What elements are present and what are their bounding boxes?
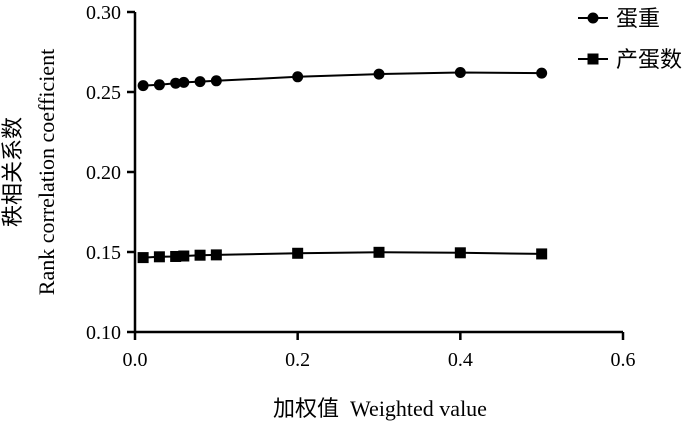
y-tick-label: 0.20 bbox=[86, 162, 121, 184]
series-lines bbox=[143, 71, 542, 259]
series-line-1 bbox=[143, 71, 542, 87]
data-point-egg-number bbox=[536, 248, 548, 260]
y-axis-title-en: Rank correlation coefficient bbox=[34, 49, 59, 295]
x-tick-label: 0.0 bbox=[123, 349, 148, 371]
data-point-egg-number bbox=[178, 250, 190, 262]
data-point-egg-number bbox=[194, 249, 206, 261]
series-markers bbox=[137, 66, 548, 264]
legend-marker-circle bbox=[587, 12, 599, 24]
y-tick-label: 0.15 bbox=[86, 242, 121, 264]
data-point-egg-weight bbox=[292, 71, 304, 83]
data-point-egg-number bbox=[454, 247, 466, 259]
series-line-2 bbox=[143, 251, 542, 259]
x-tick-label: 0.4 bbox=[448, 349, 473, 371]
y-tick-label: 0.30 bbox=[86, 2, 121, 24]
data-point-egg-number bbox=[137, 252, 149, 264]
data-point-egg-number bbox=[153, 251, 165, 263]
legend-label-1: 蛋重 bbox=[616, 6, 660, 31]
x-axis-title: 加权值 Weighted value bbox=[273, 396, 487, 421]
data-point-egg-weight bbox=[373, 68, 385, 80]
data-point-egg-number bbox=[373, 246, 385, 258]
data-point-egg-number bbox=[292, 247, 304, 259]
data-point-egg-number bbox=[170, 250, 182, 262]
data-point-egg-weight bbox=[170, 77, 182, 89]
data-point-egg-weight bbox=[454, 66, 466, 78]
ticks: 0.10 0.15 0.20 0.25 0.30 0.0 0.2 0.4 0.6 bbox=[86, 2, 636, 371]
data-point-egg-weight bbox=[153, 79, 165, 91]
y-tick-label: 0.25 bbox=[86, 82, 121, 104]
data-point-egg-weight bbox=[536, 67, 548, 79]
legend-label-2: 产蛋数 bbox=[616, 47, 682, 72]
y-axis-title-cn: 秩相关系数 bbox=[0, 117, 25, 227]
data-point-egg-weight bbox=[210, 75, 222, 87]
x-tick-label: 0.2 bbox=[285, 349, 310, 371]
data-point-egg-weight bbox=[137, 80, 149, 92]
data-point-egg-weight bbox=[194, 76, 206, 88]
y-tick-label: 0.10 bbox=[86, 322, 121, 344]
legend-marker-square bbox=[587, 53, 599, 65]
axes bbox=[133, 12, 623, 334]
data-point-egg-weight bbox=[178, 76, 190, 88]
x-tick-label: 0.6 bbox=[611, 349, 636, 371]
data-point-egg-number bbox=[210, 249, 222, 261]
